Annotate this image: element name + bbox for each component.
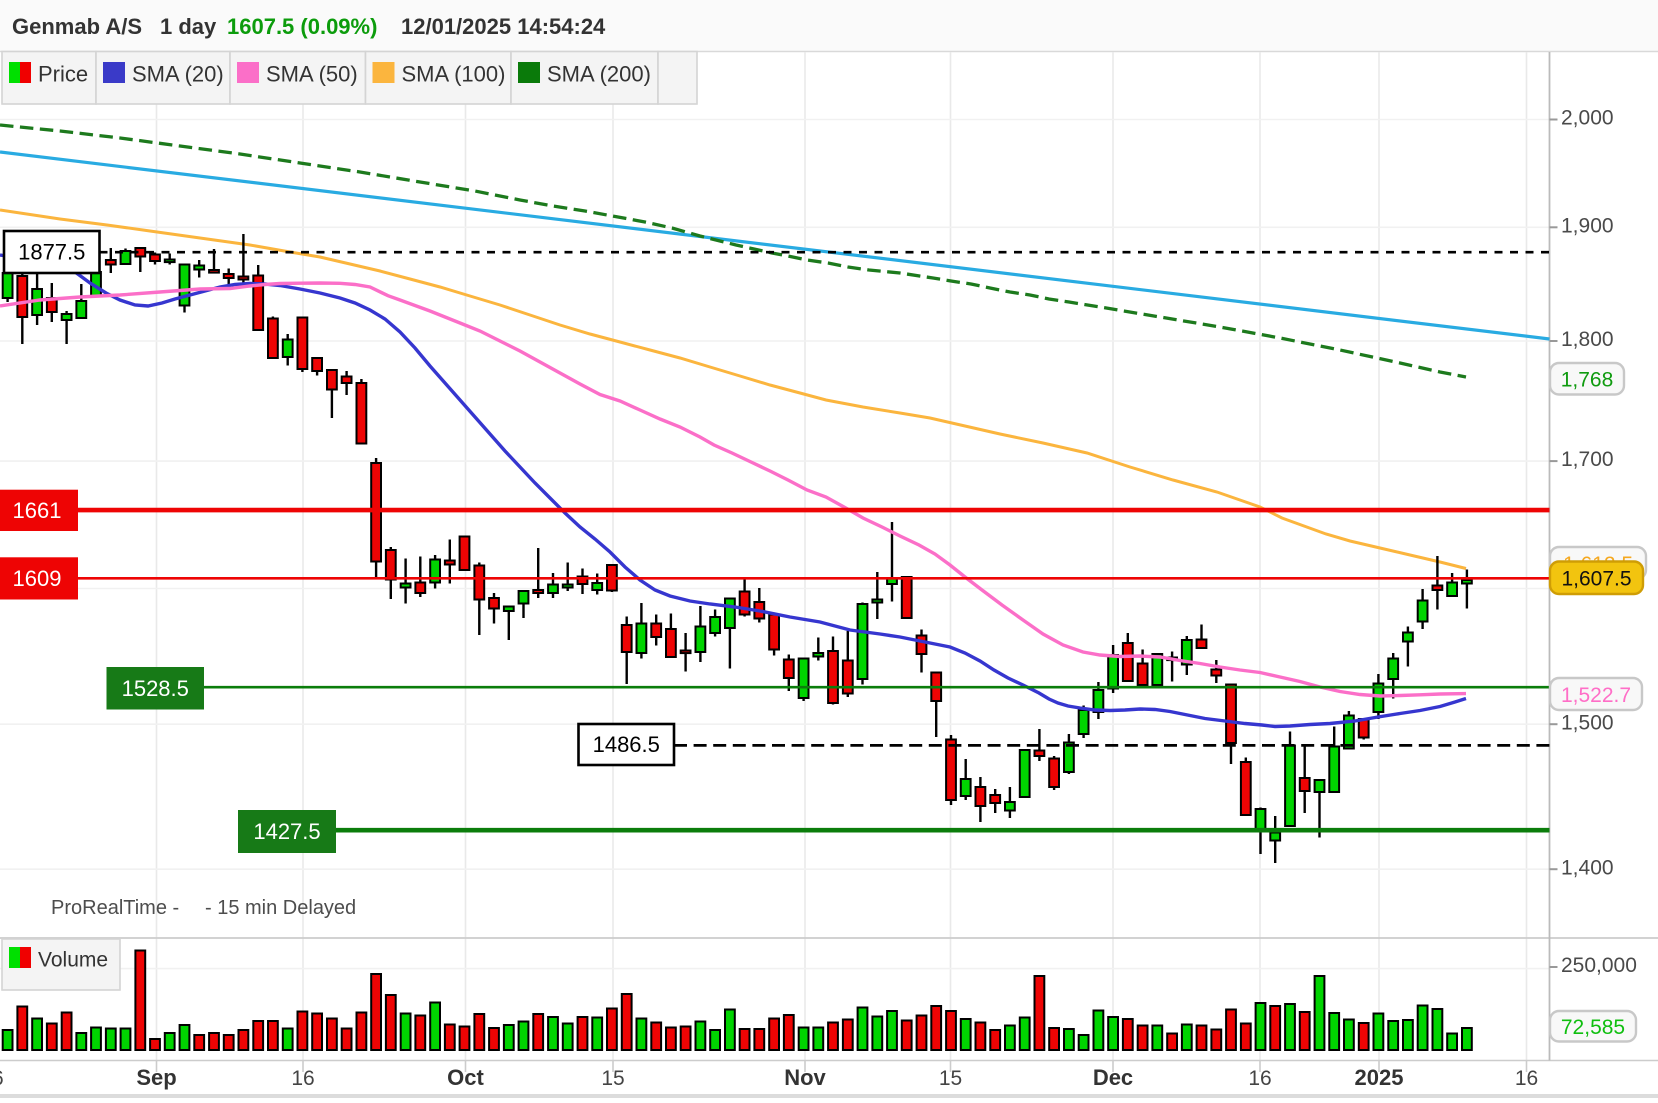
- svg-text:Dec: Dec: [1093, 1065, 1133, 1090]
- svg-text:ProRealTime -: ProRealTime -: [51, 897, 179, 919]
- svg-text:SMA (20): SMA (20): [132, 62, 224, 87]
- svg-text:1,400: 1,400: [1561, 856, 1614, 879]
- svg-text:1,768: 1,768: [1561, 369, 1614, 392]
- svg-text:Oct: Oct: [447, 1065, 484, 1090]
- svg-text:Genmab A/S: Genmab A/S: [12, 14, 142, 39]
- svg-text:2025: 2025: [1355, 1065, 1404, 1090]
- svg-text:SMA (100): SMA (100): [402, 62, 506, 87]
- svg-text:Sep: Sep: [136, 1065, 176, 1090]
- svg-text:12/01/2025 14:54:24: 12/01/2025 14:54:24: [401, 14, 606, 39]
- svg-text:Price: Price: [38, 62, 88, 87]
- svg-text:26: 26: [0, 1067, 4, 1090]
- svg-text:1427.5: 1427.5: [253, 819, 320, 844]
- svg-text:1661: 1661: [13, 498, 62, 523]
- svg-text:1,500: 1,500: [1561, 711, 1614, 734]
- svg-text:16: 16: [1248, 1067, 1271, 1090]
- svg-text:16: 16: [291, 1067, 314, 1090]
- svg-text:1,800: 1,800: [1561, 328, 1614, 351]
- svg-text:Volume: Volume: [38, 949, 108, 972]
- svg-text:1877.5: 1877.5: [18, 240, 85, 265]
- svg-text:1,700: 1,700: [1561, 448, 1614, 471]
- svg-text:1528.5: 1528.5: [122, 676, 189, 701]
- svg-text:1607.5 (0.09%): 1607.5 (0.09%): [227, 14, 377, 39]
- svg-text:250,000: 250,000: [1561, 954, 1637, 977]
- svg-text:1609: 1609: [13, 566, 62, 591]
- svg-text:15: 15: [939, 1067, 962, 1090]
- svg-text:15: 15: [601, 1067, 624, 1090]
- svg-text:2,000: 2,000: [1561, 107, 1614, 130]
- svg-text:1 day: 1 day: [160, 14, 217, 39]
- svg-text:SMA (200): SMA (200): [547, 62, 651, 87]
- svg-text:Nov: Nov: [784, 1065, 826, 1090]
- svg-text:1,900: 1,900: [1561, 214, 1614, 237]
- svg-text:72,585: 72,585: [1561, 1016, 1625, 1039]
- svg-text:1,607.5: 1,607.5: [1561, 568, 1631, 591]
- svg-text:SMA (50): SMA (50): [266, 62, 358, 87]
- svg-text:1,522.7: 1,522.7: [1561, 684, 1631, 707]
- svg-text:- 15 min Delayed: - 15 min Delayed: [205, 897, 356, 919]
- svg-text:1486.5: 1486.5: [593, 732, 660, 757]
- svg-text:16: 16: [1515, 1067, 1538, 1090]
